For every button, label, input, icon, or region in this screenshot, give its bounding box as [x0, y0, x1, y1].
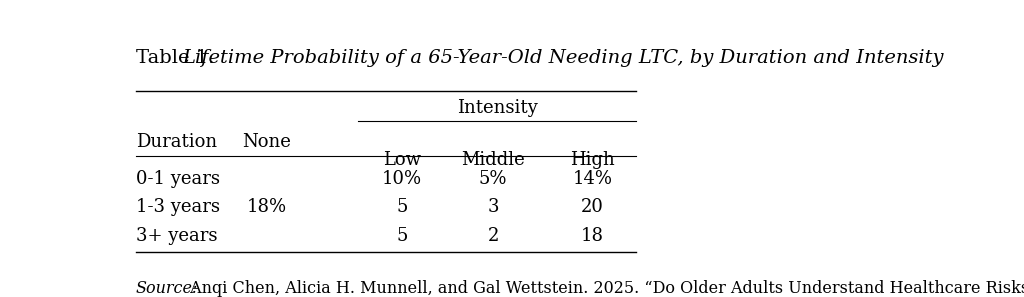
Text: 1-3 years: 1-3 years: [136, 198, 220, 216]
Text: 14%: 14%: [572, 170, 612, 188]
Text: 3+ years: 3+ years: [136, 227, 217, 245]
Text: 18: 18: [581, 227, 604, 245]
Point: [352, 120, 365, 123]
Text: Anqi Chen, Alicia H. Munnell, and Gal Wettstein. 2025. “Do Older Adults Understa: Anqi Chen, Alicia H. Munnell, and Gal We…: [185, 280, 1024, 297]
Point: [630, 89, 642, 92]
Text: None: None: [243, 133, 291, 151]
Point: [130, 250, 142, 254]
Text: High: High: [570, 151, 614, 169]
Text: 5: 5: [396, 198, 408, 216]
Text: Source:: Source:: [136, 280, 199, 297]
Point: [130, 89, 142, 92]
Text: 0-1 years: 0-1 years: [136, 170, 220, 188]
Point: [130, 154, 142, 157]
Point: [630, 250, 642, 254]
Text: 5: 5: [396, 227, 408, 245]
Text: Low: Low: [383, 151, 421, 169]
Point: [630, 120, 642, 123]
Text: 3: 3: [487, 198, 499, 216]
Text: 10%: 10%: [382, 170, 422, 188]
Text: Duration: Duration: [136, 133, 217, 151]
Text: 2: 2: [487, 227, 499, 245]
Text: 18%: 18%: [247, 198, 287, 216]
Text: Lifetime Probability of a 65-Year-Old Needing LTC, by Duration and Intensity: Lifetime Probability of a 65-Year-Old Ne…: [182, 49, 943, 67]
Text: Middle: Middle: [461, 151, 525, 169]
Text: 5%: 5%: [479, 170, 507, 188]
Text: Table 1.: Table 1.: [136, 49, 220, 67]
Text: 20: 20: [581, 198, 604, 216]
Point: [630, 154, 642, 157]
Text: Intensity: Intensity: [457, 99, 538, 117]
